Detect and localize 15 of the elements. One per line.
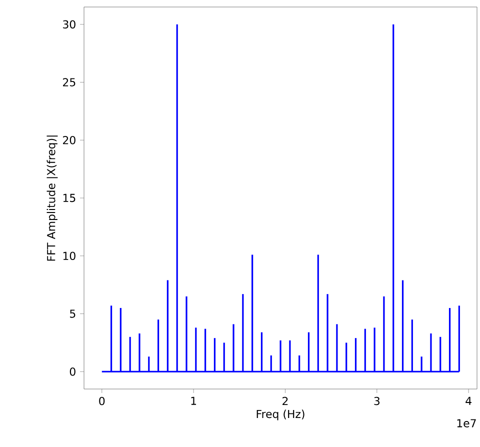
x-tick-label: 0 [99,396,105,406]
x-tick-label: 3 [374,396,380,406]
x-tick-label: 1 [191,396,196,405]
text: 1e7 [457,419,476,428]
y-tick-label: 0 [70,368,76,376]
y-tick-label: 30 [63,20,76,29]
y-axis-title: FFT Amplitude |X(freq)| [46,136,58,261]
y-tick-label: 20 [63,136,76,144]
y-tick-label: 25 [63,78,76,86]
y-tick-label: 10 [63,252,76,260]
x-tick-label: 2 [282,396,288,405]
x-axis-title: Freq (Hz) [256,410,304,420]
x-tick-label: 4 [466,396,472,405]
y-tick-label: 5 [70,310,76,318]
y-tick-label: 15 [63,194,76,202]
